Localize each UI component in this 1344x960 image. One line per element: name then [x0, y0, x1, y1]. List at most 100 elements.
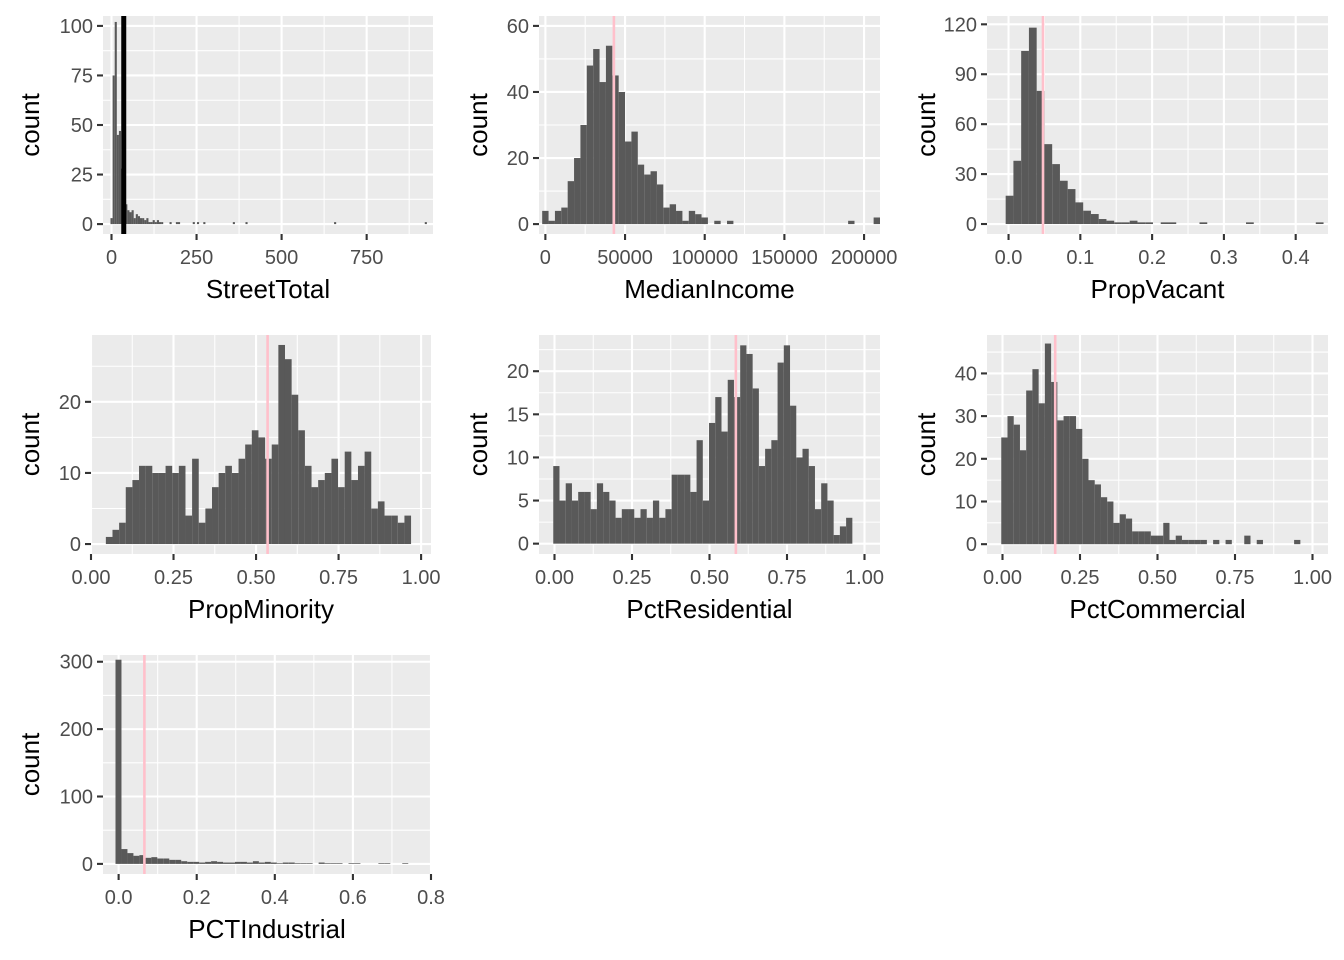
x-tick-label: 250 — [180, 247, 213, 269]
histogram-bar — [615, 517, 622, 544]
x-tick-label: 150000 — [751, 247, 818, 269]
histogram-bar — [1083, 210, 1091, 225]
histogram-bar — [676, 210, 683, 225]
histogram-bar — [351, 480, 358, 545]
histogram-bar — [165, 465, 173, 545]
histogram-bar — [304, 465, 312, 545]
y-tick-label: 20 — [955, 449, 977, 471]
histogram-bar — [271, 444, 279, 545]
histogram-bar — [596, 483, 604, 544]
histogram-bar — [1044, 343, 1052, 545]
histogram-bar — [404, 515, 412, 545]
y-tick-label: 40 — [507, 82, 529, 104]
histogram-bar — [150, 222, 153, 225]
x-axis-title: MedianIncome — [624, 274, 795, 304]
histogram-bar — [848, 220, 855, 225]
histogram-bar — [324, 472, 332, 545]
histogram-bar — [276, 863, 283, 864]
histogram-bars — [553, 335, 853, 554]
histogram-bar — [1059, 180, 1068, 225]
histogram-bar — [284, 359, 292, 545]
histogram-bar — [637, 164, 645, 225]
histogram-bar — [599, 82, 606, 225]
y-axis-title: count — [463, 412, 493, 476]
y-axis-title: count — [911, 412, 941, 476]
histogram-bar — [127, 853, 134, 864]
histogram-bar — [112, 529, 120, 545]
x-tick-label: 0.0 — [105, 887, 133, 909]
histogram-bar — [300, 863, 307, 864]
histogram-bar — [1044, 144, 1053, 225]
histogram-bar — [132, 480, 140, 545]
histogram-bar — [1200, 539, 1207, 545]
histogram-bar — [650, 171, 657, 225]
histogram-bar — [1019, 450, 1027, 545]
histogram-bar — [715, 397, 722, 544]
histogram-bar — [580, 125, 587, 225]
y-tick-label: 10 — [955, 491, 977, 513]
histogram-bar — [603, 491, 610, 544]
histogram-bar — [727, 220, 734, 225]
histogram-bar — [1107, 501, 1114, 545]
histogram-bar — [1175, 535, 1182, 545]
y-tick-label: 10 — [507, 447, 529, 469]
histogram-bar — [175, 859, 182, 864]
histogram-bar — [814, 509, 822, 544]
histogram-bar — [1013, 424, 1020, 545]
histogram-bar — [752, 388, 759, 544]
histogram-bar — [696, 440, 703, 544]
histogram-bar — [357, 465, 365, 545]
histogram-bar — [1150, 535, 1158, 545]
histogram-bar — [1294, 539, 1301, 545]
histogram-bar — [827, 500, 834, 544]
histogram-bar — [1063, 416, 1070, 545]
histogram-bars — [105, 335, 412, 554]
x-tick-label: 0 — [106, 247, 117, 269]
x-tick-label: 0.6 — [339, 887, 367, 909]
histogram-panel-6: 0 10 20 30 40 0.00 0.25 0.50 0.75 1.00 PctCommerci… — [911, 335, 1332, 624]
histogram-bar — [621, 509, 629, 544]
histogram-bar — [119, 522, 126, 545]
y-tick-label: 300 — [60, 652, 93, 674]
histogram-bar — [1169, 539, 1176, 545]
histogram-bar — [225, 465, 232, 545]
histogram-bar — [1315, 222, 1324, 225]
histogram-bar — [625, 141, 632, 225]
histogram-bar — [127, 210, 130, 225]
histogram-bar — [145, 857, 152, 864]
histogram-bar — [1244, 535, 1251, 545]
y-tick-label: 120 — [944, 14, 977, 36]
histogram-bar — [1001, 437, 1008, 545]
y-tick-label: 20 — [59, 392, 81, 414]
histogram-bar — [231, 472, 239, 545]
histogram-bar — [129, 212, 132, 225]
histogram-bar — [187, 861, 194, 864]
histogram-bar — [338, 487, 345, 545]
histogram-bar — [612, 75, 619, 225]
histogram-bar — [646, 517, 653, 544]
histogram-bar — [371, 508, 378, 545]
histogram-bar — [802, 448, 809, 544]
histogram-bar — [1090, 214, 1099, 225]
y-tick-label: 0 — [966, 534, 977, 556]
y-tick-label: 15 — [507, 404, 529, 426]
histogram-bar — [156, 220, 159, 225]
x-tick-label: 0.2 — [183, 887, 211, 909]
y-axis-title: count — [911, 92, 941, 156]
histogram-bar — [590, 509, 597, 544]
x-tick-label: 0.4 — [1282, 247, 1310, 269]
histogram-bar — [808, 466, 815, 544]
x-tick-label: 0.8 — [417, 887, 445, 909]
histogram-bar — [671, 474, 678, 544]
x-axis-title: PropVacant — [1091, 274, 1226, 304]
histogram-bar — [116, 134, 119, 225]
histogram-bar — [115, 659, 122, 864]
histogram-bar — [839, 526, 847, 544]
histogram-bar — [291, 394, 299, 545]
x-tick-label: 0.75 — [1216, 567, 1255, 589]
y-tick-label: 0 — [82, 854, 93, 876]
histogram-bar — [192, 222, 195, 225]
histogram-bar — [796, 457, 803, 544]
x-axis-title: PCTIndustrial — [188, 914, 346, 944]
y-tick-label: 100 — [60, 16, 93, 38]
